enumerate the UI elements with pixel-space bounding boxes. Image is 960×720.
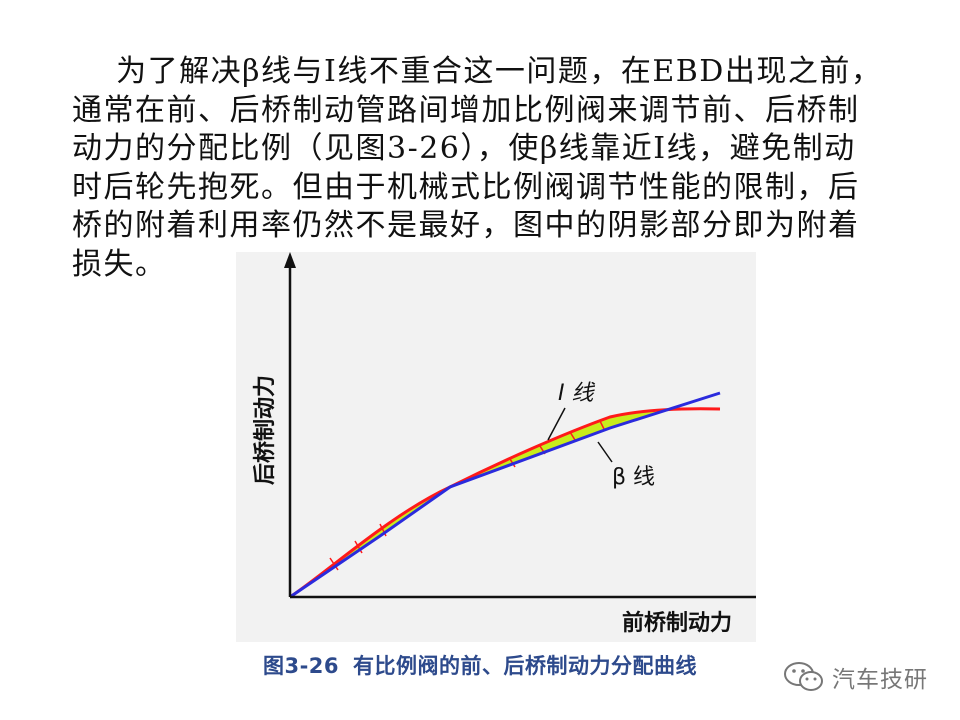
axes <box>284 252 756 599</box>
i-line-leader <box>547 407 566 441</box>
paragraph-line-2: 通常在前、后桥制动管路间增加比例阀来调节前、后桥制 <box>72 92 860 128</box>
wechat-icon <box>784 662 823 691</box>
paragraph-line-3: 动力的分配比例（见图3-26），使β线靠近I线，避免制动 <box>72 131 856 166</box>
body-paragraph: 为了解决β线与I线不重合这一问题，在EBD出现之前， 通常在前、后桥制动管路间增… <box>72 53 902 284</box>
i-line-label: I 线 <box>558 381 595 406</box>
paragraph-line-1: 为了解决β线与I线不重合这一问题，在EBD出现之前， <box>72 54 883 89</box>
watermark: 汽车技研 <box>782 660 928 694</box>
paragraph-line-5: 桥的附着利用率仍然不是最好，图中的阴影部分即为附着 <box>72 208 860 243</box>
figure-caption-text: 有比例阀的前、后桥制动力分配曲线 <box>353 654 698 678</box>
beta-line-leader <box>597 441 613 463</box>
shaded-loss-region <box>290 412 660 597</box>
y-axis-label: 后桥制动力 <box>252 375 278 485</box>
distribution-diagram: 后桥制动力 前桥制动力 I 线 β 线 <box>236 252 756 642</box>
figure-number: 图3-26 <box>262 654 340 678</box>
paragraph-line-6: 损失。 <box>72 246 167 282</box>
paragraph-line-4: 时后轮先抱死。但由于机械式比例阀调节性能的限制，后 <box>72 169 860 205</box>
beta-line-label: β 线 <box>612 465 655 490</box>
beta-line <box>289 391 721 599</box>
figure-caption: 图3-26 有比例阀的前、后桥制动力分配曲线 <box>0 650 960 680</box>
x-axis-label: 前桥制动力 <box>622 610 732 636</box>
watermark-text: 汽车技研 <box>832 667 928 693</box>
i-line-curve <box>289 407 721 599</box>
diagram-svg: 后桥制动力 前桥制动力 I 线 β 线 <box>252 252 756 636</box>
